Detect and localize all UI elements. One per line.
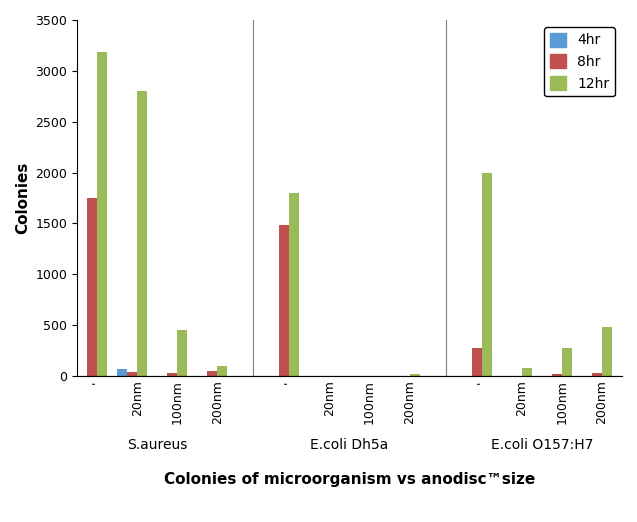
Bar bbox=[97, 52, 107, 376]
Bar bbox=[410, 374, 420, 376]
Bar bbox=[208, 371, 217, 376]
Bar bbox=[289, 193, 299, 376]
Bar bbox=[562, 348, 572, 376]
Legend: 4hr, 8hr, 12hr: 4hr, 8hr, 12hr bbox=[544, 27, 615, 97]
Bar bbox=[522, 368, 532, 376]
Text: E.coli Dh5a: E.coli Dh5a bbox=[310, 438, 389, 453]
X-axis label: Colonies of microorganism vs anodisc™size: Colonies of microorganism vs anodisc™siz… bbox=[164, 472, 535, 488]
Bar bbox=[280, 226, 289, 376]
Bar bbox=[87, 198, 97, 376]
Text: S.aureus: S.aureus bbox=[127, 438, 187, 453]
Text: E.coli O157:H7: E.coli O157:H7 bbox=[490, 438, 593, 453]
Bar bbox=[592, 373, 602, 376]
Bar bbox=[117, 369, 127, 376]
Bar bbox=[217, 366, 227, 376]
Bar bbox=[482, 172, 492, 376]
Y-axis label: Colonies: Colonies bbox=[15, 162, 30, 234]
Bar bbox=[602, 327, 612, 376]
Bar bbox=[552, 374, 562, 376]
Bar bbox=[168, 373, 177, 376]
Bar bbox=[177, 330, 187, 376]
Bar bbox=[127, 372, 137, 376]
Bar bbox=[472, 348, 482, 376]
Bar bbox=[137, 91, 147, 376]
